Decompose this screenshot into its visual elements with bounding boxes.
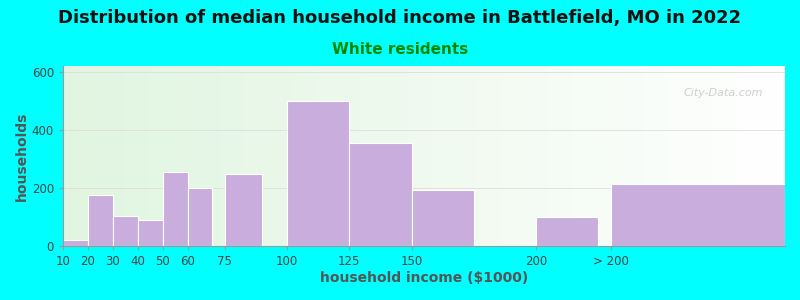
- Bar: [536, 217, 598, 246]
- Bar: [162, 172, 187, 246]
- X-axis label: household income ($1000): household income ($1000): [320, 271, 528, 285]
- Bar: [411, 190, 474, 246]
- Bar: [610, 184, 785, 246]
- Bar: [187, 188, 213, 246]
- Bar: [225, 173, 262, 246]
- Text: Distribution of median household income in Battlefield, MO in 2022: Distribution of median household income …: [58, 9, 742, 27]
- Text: White residents: White residents: [332, 42, 468, 57]
- Bar: [350, 143, 411, 246]
- Bar: [113, 216, 138, 246]
- Bar: [63, 240, 88, 246]
- Y-axis label: households: households: [15, 111, 29, 201]
- Bar: [138, 220, 162, 246]
- Bar: [287, 101, 350, 246]
- Bar: [88, 195, 113, 246]
- Text: City-Data.com: City-Data.com: [684, 88, 763, 98]
